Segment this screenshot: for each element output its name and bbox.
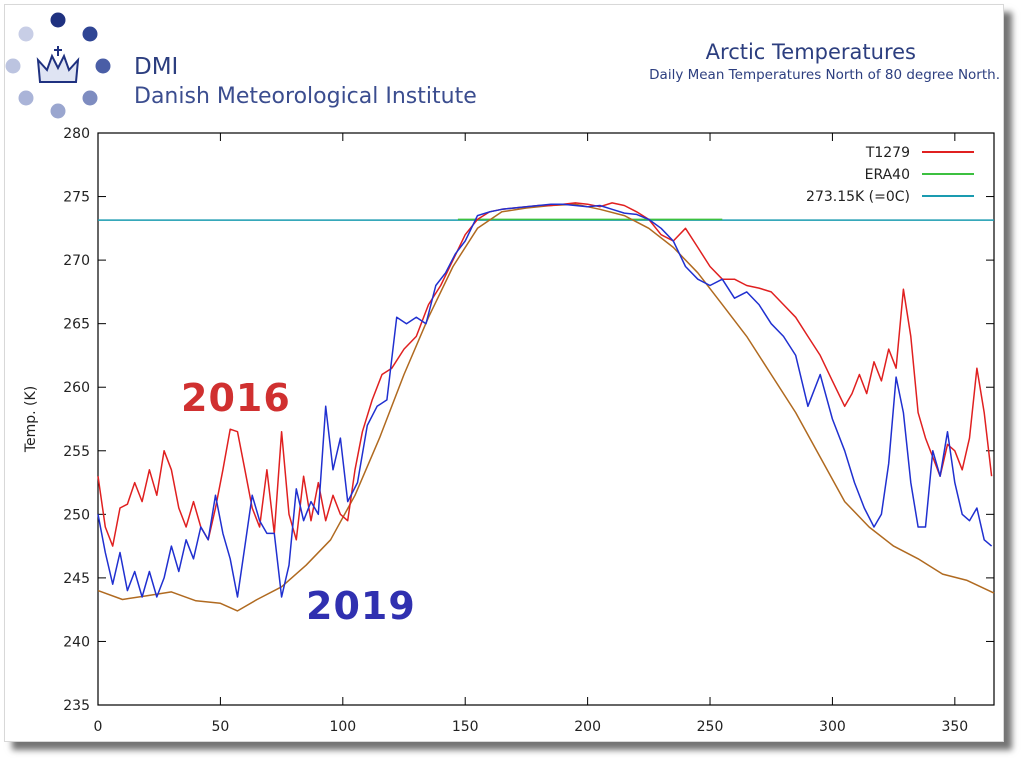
y-tick-label: 240	[63, 634, 90, 650]
y-tick-label: 255	[63, 444, 90, 460]
x-tick-label: 50	[211, 719, 229, 735]
plot-area	[97, 132, 995, 706]
logo-dot	[95, 58, 111, 74]
legend-label: ERA40	[865, 167, 910, 183]
y-tick-label: 275	[63, 190, 90, 206]
y-axis-label: Temp. (K)	[23, 386, 39, 453]
legend-label: T1279	[865, 145, 910, 161]
chart-title: Arctic Temperatures	[705, 40, 916, 64]
crown-dots-logo-icon	[5, 12, 111, 119]
x-tick-label: 350	[941, 719, 968, 735]
chart-subtitle: Daily Mean Temperatures North of 80 degr…	[649, 67, 1000, 83]
legend: T1279 ERA40 273.15K (=0C)	[806, 145, 974, 205]
y-tick-label: 265	[63, 317, 90, 333]
crown-icon	[36, 46, 80, 83]
series-layer	[97, 202, 995, 612]
legend-label: 273.15K (=0C)	[806, 189, 910, 205]
x-tick-label: 150	[452, 719, 479, 735]
series-line-3	[97, 202, 993, 547]
series-line-2	[97, 203, 995, 612]
y-tick-label: 260	[63, 380, 90, 396]
y-tick-label: 235	[63, 698, 90, 714]
x-tick-label: 100	[329, 719, 356, 735]
series-line-4	[97, 203, 993, 598]
logo-dot	[5, 58, 21, 74]
x-tick-label: 0	[94, 719, 103, 735]
org-name: DMI	[134, 54, 179, 80]
logo-dot	[50, 103, 66, 119]
logo-dot	[18, 90, 34, 106]
x-tick-label: 300	[819, 719, 846, 735]
axes: 235 240 245 250 255 260 265 270 275 280 0 50 100 150 2…	[23, 126, 994, 735]
plot-frame	[97, 132, 995, 706]
x-tick-label: 250	[697, 719, 724, 735]
y-tick-label: 245	[63, 571, 90, 587]
y-tick-label: 250	[63, 507, 90, 523]
logo-dot	[82, 26, 98, 42]
annotation-2019: 2019	[306, 584, 416, 628]
annotation-2016: 2016	[181, 376, 291, 420]
figure-frame	[4, 4, 1004, 742]
org-full-name: Danish Meteorological Institute	[134, 84, 477, 109]
y-tick-label: 280	[63, 126, 90, 142]
logo-dot	[18, 26, 34, 42]
x-tick-label: 200	[574, 719, 601, 735]
logo-dot	[50, 12, 66, 28]
y-tick-label: 270	[63, 253, 90, 269]
logo-dot	[82, 90, 98, 106]
